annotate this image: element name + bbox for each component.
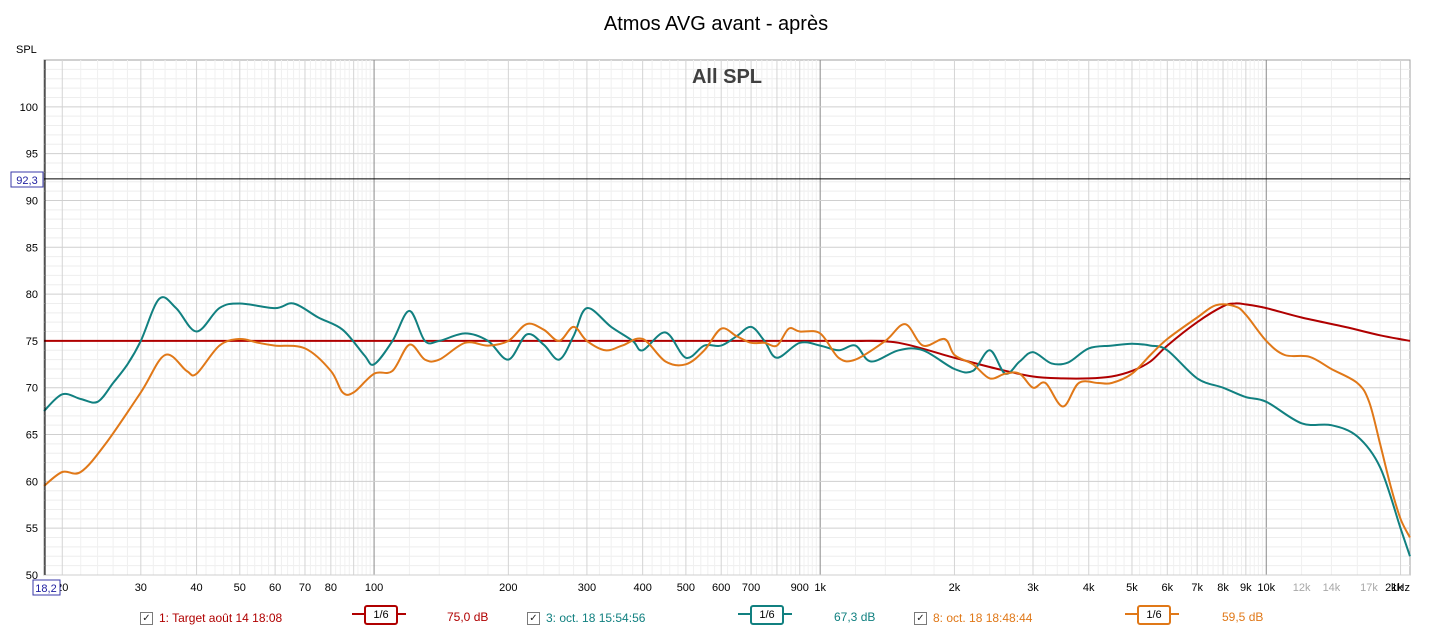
series-line-3 [43,303,1411,538]
x-tick-label: 8k [1217,582,1229,594]
x-tick-label: 4k [1083,582,1095,594]
legend-value: 67,3 dB [834,610,876,624]
smoothing-selector[interactable]: 1/6 [1137,605,1171,625]
x-tick-label: 900 [791,582,809,594]
legend-value: 59,5 dB [1222,610,1264,624]
x-tick-label: 6k [1161,582,1173,594]
y-axis-label: SPL [16,44,37,56]
x-tick-label: 17k [1360,582,1378,594]
legend-checkbox[interactable]: ✓ [914,611,927,625]
x-tick-label: 12k [1293,582,1311,594]
x-tick-label: 7k [1191,582,1203,594]
y-ticks: 50 55 60 65 70 75 80 85 90 95 100 [20,102,38,582]
y-tick-label: 70 [26,383,38,395]
legend-item-oct18-1554[interactable]: ✓ 3: oct. 18 15:54:56 [527,608,645,628]
legend-item-oct18-1848[interactable]: ✓ 8: oct. 18 18:48:44 [914,608,1032,628]
cursor-y-readout: 92,3 [10,171,44,188]
x-tick-label: 9k [1240,582,1252,594]
legend-item-target[interactable]: ✓ 1: Target août 14 18:08 [140,608,282,628]
smoothing-selector[interactable]: 1/6 [750,605,784,625]
cursor-x-label: 18,2 [35,583,56,595]
series-line-2 [43,296,1411,557]
x-tick-label: 2k [949,582,961,594]
x-tick-label: 400 [633,582,651,594]
spl-chart[interactable]: Atmos AVG avant - après SPL All SPL 50 55… [0,0,1433,604]
series-line-1 [44,302,1411,380]
y-tick-label: 55 [26,523,38,535]
y-tick-label: 90 [26,195,38,207]
chart-title: Atmos AVG avant - après [604,13,828,35]
cursor-y-label: 92,3 [16,175,37,187]
x-tick-label: 700 [742,582,760,594]
legend-checkbox[interactable]: ✓ [527,611,540,625]
y-tick-label: 65 [26,430,38,442]
x-tick-label: 50 [234,582,246,594]
series-layer [43,296,1411,557]
y-tick-label: 80 [26,289,38,301]
cursor-x-readout: 18,2 [32,579,61,596]
y-tick-label: 100 [20,102,38,114]
x-tick-label: 1k [814,582,826,594]
x-tick-label: 14k [1323,582,1341,594]
grid [44,60,1410,576]
legend-value: 75,0 dB [447,610,489,624]
x-tick-label: 21k [1385,582,1403,594]
legend: ✓ 1: Target août 14 18:08 1/6 75,0 dB ✓ … [0,604,1433,632]
y-tick-label: 95 [26,149,38,161]
y-tick-label: 75 [26,336,38,348]
smoothing-selector[interactable]: 1/6 [364,605,398,625]
y-tick-label: 85 [26,242,38,254]
x-tick-label: 100 [365,582,383,594]
y-tick-label: 60 [26,476,38,488]
x-tick-label: 5k [1126,582,1138,594]
x-tick-label: 40 [190,582,202,594]
legend-checkbox[interactable]: ✓ [140,611,153,625]
x-tick-label: 3k [1027,582,1039,594]
x-tick-label: 70 [299,582,311,594]
x-tick-label: 60 [269,582,281,594]
x-tick-label: 30 [135,582,147,594]
x-ticks: 20 30 40 50 60 70 80 100 200 300 400 500 600 700 900 1k… [56,582,1403,594]
x-tick-label: 80 [325,582,337,594]
x-tick-label: 500 [677,582,695,594]
legend-label: 3: oct. 18 15:54:56 [546,611,646,625]
x-tick-label: 300 [578,582,596,594]
legend-label: 8: oct. 18 18:48:44 [933,611,1033,625]
legend-label: 1: Target août 14 18:08 [159,611,283,625]
chart-subtitle: All SPL [692,66,762,88]
x-tick-label: 600 [712,582,730,594]
plot-area[interactable] [43,59,1411,576]
x-axis-unit: kHz [1391,582,1410,594]
x-tick-label: 10k [1257,582,1275,594]
y-tick-label: 50 [26,570,38,582]
x-tick-label: 200 [499,582,517,594]
